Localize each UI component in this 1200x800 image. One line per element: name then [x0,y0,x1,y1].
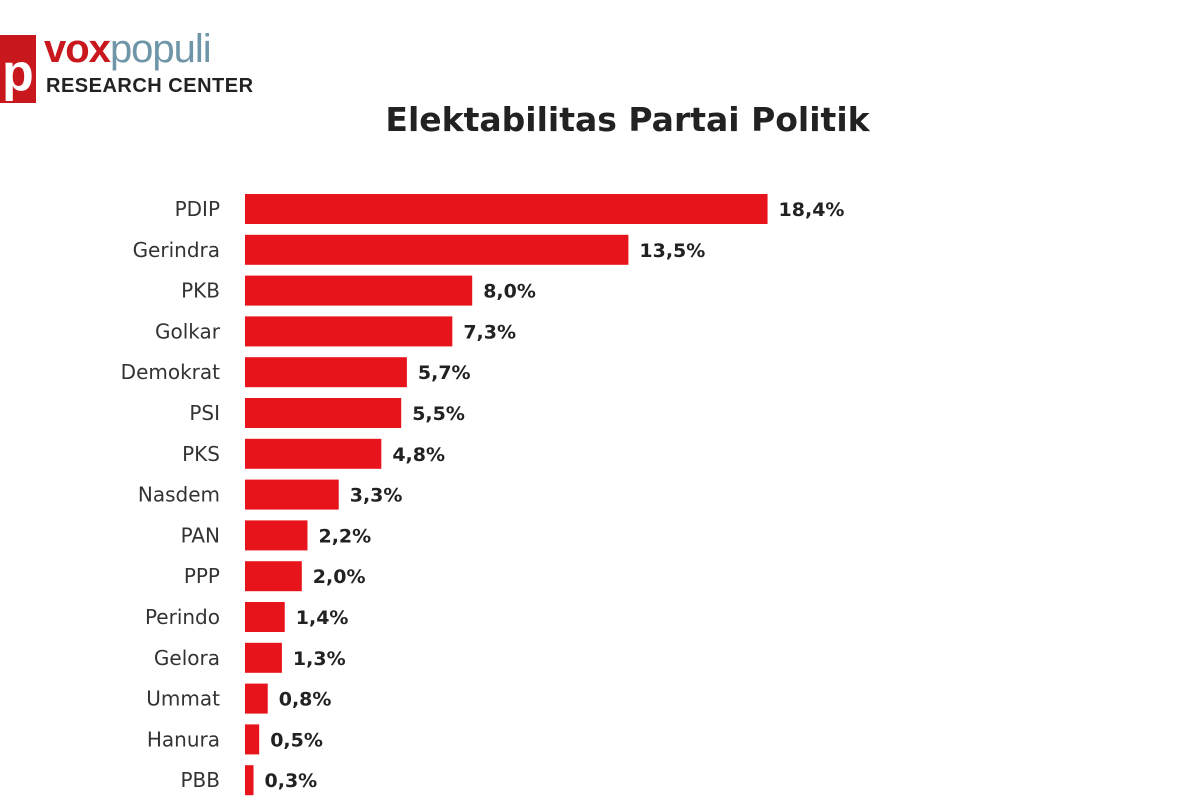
category-label: Golkar [155,319,221,343]
bar-nasdem [245,479,339,510]
category-label: Gerindra [133,238,220,262]
bar-golkar [245,316,453,347]
category-label: Perindo [145,605,220,629]
category-label: Ummat [146,687,220,711]
data-label: 1,4% [296,607,349,629]
bar-gelora [245,642,282,673]
voxpopuli-logo: p voxpopuli RESEARCH CENTER [0,25,290,110]
category-label: Demokrat [121,360,220,384]
data-label: 18,4% [779,199,845,221]
bar-hanura [245,724,260,755]
category-label: PKS [182,442,220,466]
logo-mark: p [2,44,34,102]
bar-perindo [245,602,285,632]
bar-ummat [245,683,268,714]
category-label: PDIP [175,197,220,221]
category-label: Hanura [147,727,220,751]
logo-mark-box: p [0,35,36,103]
data-label: 2,2% [318,525,371,547]
data-label: 5,7% [418,362,471,384]
category-label: PSI [189,401,220,425]
bar-psi [245,398,402,428]
data-label: 0,5% [270,729,323,751]
data-label: 7,3% [463,321,516,343]
bar-pdip [245,194,768,224]
data-label: 5,5% [412,403,465,425]
data-label: 4,8% [392,444,445,466]
bar-pan [245,520,308,551]
data-label: 0,8% [279,689,332,711]
data-label: 8,0% [483,281,536,303]
chart-title: Elektabilitas Partai Politik [385,100,870,139]
logo-wordmark: voxpopuli [44,27,212,71]
data-label: 1,3% [293,648,346,670]
bar-gerindra [245,234,629,265]
category-label: PPP [184,564,220,588]
category-label: Gelora [154,646,220,670]
logo-vox: vox [44,27,111,71]
data-label: 2,0% [313,566,366,588]
data-label: 13,5% [639,240,705,262]
data-label: 0,3% [265,770,318,792]
category-label: PBB [180,768,220,792]
bar-demokrat [245,357,407,388]
category-label: Nasdem [138,483,220,507]
category-label: PAN [181,523,220,547]
logo-subtitle: RESEARCH CENTER [46,75,254,97]
bar-pkb [245,275,473,306]
logo-populi: populi [109,27,212,71]
bar-pks [245,438,382,469]
category-label: PKB [181,279,220,303]
bar-pbb [245,765,254,796]
bar-ppp [245,561,302,592]
data-label: 3,3% [350,485,403,507]
